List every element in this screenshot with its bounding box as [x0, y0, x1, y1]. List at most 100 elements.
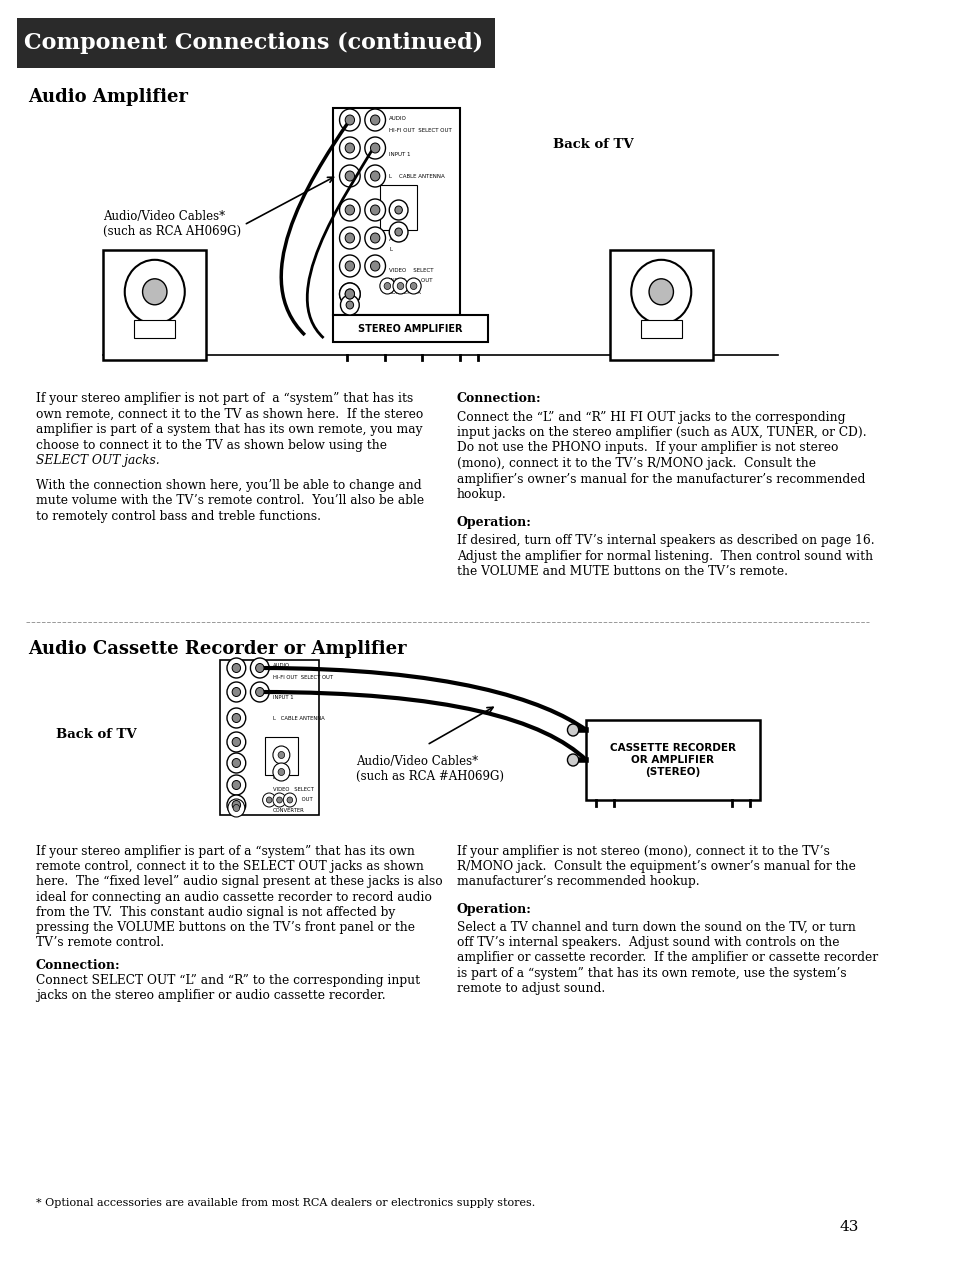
Circle shape — [345, 115, 355, 125]
Circle shape — [339, 137, 360, 158]
Text: Adjust the amplifier for normal listening.  Then control sound with: Adjust the amplifier for normal listenin… — [456, 550, 872, 563]
Circle shape — [339, 255, 360, 277]
Text: INPUT 2: INPUT 2 — [389, 215, 411, 220]
Text: amplifier or cassette recorder.  If the amplifier or cassette recorder: amplifier or cassette recorder. If the a… — [456, 952, 877, 964]
Circle shape — [389, 200, 408, 220]
Circle shape — [393, 277, 408, 294]
Circle shape — [648, 279, 673, 305]
Text: remote control, connect it to the SELECT OUT jacks as shown: remote control, connect it to the SELECT… — [35, 860, 423, 873]
Circle shape — [370, 143, 379, 153]
Circle shape — [567, 754, 578, 767]
Circle shape — [227, 753, 246, 773]
Circle shape — [379, 277, 395, 294]
Text: HI-FI OUT  SELECT OUT: HI-FI OUT SELECT OUT — [273, 675, 333, 680]
Text: Select a TV channel and turn down the sound on the TV, or turn: Select a TV channel and turn down the so… — [456, 921, 855, 934]
Text: If your amplifier is not stereo (mono), connect it to the TV’s: If your amplifier is not stereo (mono), … — [456, 845, 829, 858]
Circle shape — [228, 799, 245, 817]
Text: R/MONO jack.  Consult the equipment’s owner’s manual for the: R/MONO jack. Consult the equipment’s own… — [456, 860, 855, 873]
Circle shape — [232, 713, 240, 722]
Circle shape — [406, 277, 420, 294]
Text: SELECT OUT jacks.: SELECT OUT jacks. — [35, 454, 159, 468]
Text: L: L — [273, 775, 275, 780]
Circle shape — [232, 664, 240, 673]
Circle shape — [345, 171, 355, 181]
Circle shape — [227, 658, 246, 678]
Circle shape — [273, 763, 290, 780]
Circle shape — [345, 289, 355, 299]
Text: amplifier is part of a system that has its own remote, you may: amplifier is part of a system that has i… — [35, 423, 421, 436]
Circle shape — [125, 260, 185, 324]
Circle shape — [631, 260, 691, 324]
Circle shape — [339, 283, 360, 305]
Text: INPUT 1: INPUT 1 — [389, 152, 411, 157]
Text: amplifier’s owner’s manual for the manufacturer’s recommended: amplifier’s owner’s manual for the manuf… — [456, 473, 864, 485]
Text: remote to adjust sound.: remote to adjust sound. — [456, 982, 604, 995]
Text: from the TV.  This constant audio signal is not affected by: from the TV. This constant audio signal … — [35, 906, 395, 919]
Text: STEREO AMPLIFIER: STEREO AMPLIFIER — [357, 323, 462, 333]
Circle shape — [283, 793, 296, 807]
Text: pressing the VOLUME buttons on the TV’s front panel or the: pressing the VOLUME buttons on the TV’s … — [35, 921, 415, 934]
Text: here.  The “fixed level” audio signal present at these jacks is also: here. The “fixed level” audio signal pre… — [35, 875, 442, 888]
Circle shape — [370, 115, 379, 125]
Text: to remotely control bass and treble functions.: to remotely control bass and treble func… — [35, 509, 320, 523]
Circle shape — [251, 682, 269, 702]
Circle shape — [345, 143, 355, 153]
Bar — [609, 250, 712, 360]
Circle shape — [232, 688, 240, 697]
Text: Connection:: Connection: — [35, 959, 120, 972]
Circle shape — [567, 723, 578, 736]
Bar — [640, 321, 681, 338]
Text: AUDIO: AUDIO — [389, 117, 407, 122]
Text: hookup.: hookup. — [456, 488, 506, 500]
Text: mute volume with the TV’s remote control.  You’ll also be able: mute volume with the TV’s remote control… — [35, 494, 423, 507]
Circle shape — [227, 732, 246, 753]
Text: ANT B: ANT B — [273, 765, 289, 770]
Text: VIDEO   SELECT: VIDEO SELECT — [273, 787, 314, 792]
Bar — [333, 315, 487, 342]
Text: ANT A: ANT A — [389, 205, 405, 210]
Bar — [379, 185, 417, 231]
Circle shape — [227, 794, 246, 815]
Text: ideal for connecting an audio cassette recorder to record audio: ideal for connecting an audio cassette r… — [35, 891, 431, 903]
Circle shape — [287, 797, 293, 803]
Text: INPUT         OUT: INPUT OUT — [389, 277, 433, 283]
Circle shape — [370, 205, 379, 215]
Bar — [103, 250, 206, 360]
Text: Audio/Video Cables*
(such as RCA #AH069G): Audio/Video Cables* (such as RCA #AH069G… — [356, 755, 504, 783]
Circle shape — [278, 769, 284, 775]
Text: ANT B: ANT B — [389, 237, 405, 242]
Circle shape — [276, 797, 282, 803]
Circle shape — [389, 222, 408, 242]
Text: Operation:: Operation: — [456, 516, 531, 528]
Circle shape — [339, 165, 360, 188]
Text: INPUT 1: INPUT 1 — [273, 696, 294, 699]
Text: Connection:: Connection: — [456, 392, 541, 405]
Text: off TV’s internal speakers.  Adjust sound with controls on the: off TV’s internal speakers. Adjust sound… — [456, 936, 839, 949]
Text: Do not use the PHONO inputs.  If your amplifier is not stereo: Do not use the PHONO inputs. If your amp… — [456, 441, 838, 455]
Text: 43: 43 — [839, 1220, 859, 1234]
Text: Back of TV: Back of TV — [56, 729, 137, 741]
Circle shape — [255, 688, 264, 697]
Text: If your stereo amplifier is not part of  a “system” that has its: If your stereo amplifier is not part of … — [35, 392, 413, 405]
Text: manufacturer’s recommended hookup.: manufacturer’s recommended hookup. — [456, 875, 699, 888]
Text: INPUT        OUT: INPUT OUT — [273, 797, 313, 802]
Circle shape — [233, 805, 239, 811]
Circle shape — [273, 746, 290, 764]
Circle shape — [346, 302, 354, 309]
Text: CONVERTER: CONVERTER — [389, 290, 422, 295]
Circle shape — [339, 199, 360, 220]
Circle shape — [227, 708, 246, 729]
Text: With the connection shown here, you’ll be able to change and: With the connection shown here, you’ll b… — [35, 479, 421, 492]
Circle shape — [273, 793, 286, 807]
Circle shape — [370, 233, 379, 243]
Circle shape — [384, 283, 390, 289]
Circle shape — [364, 227, 385, 250]
Bar — [220, 660, 318, 815]
Circle shape — [345, 233, 355, 243]
Bar — [134, 321, 175, 338]
Text: is part of a “system” that has its own remote, use the system’s: is part of a “system” that has its own r… — [456, 967, 845, 979]
Text: choose to connect it to the TV as shown below using the: choose to connect it to the TV as shown … — [35, 438, 386, 451]
Circle shape — [345, 261, 355, 271]
Bar — [333, 108, 459, 315]
Circle shape — [364, 137, 385, 158]
